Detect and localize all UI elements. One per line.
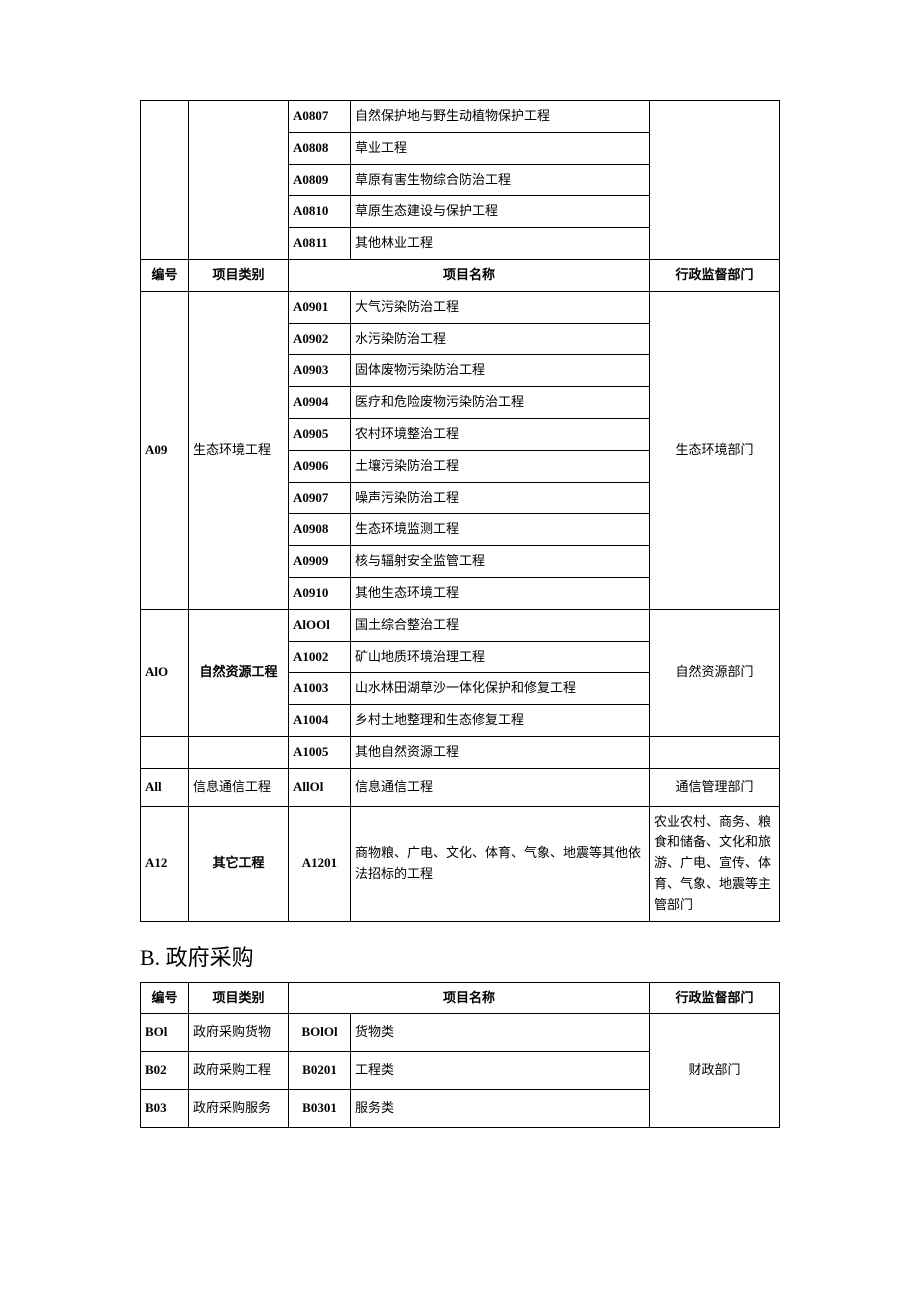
cell-subcode: AlOOl [289,609,351,641]
cell-name: 其他林业工程 [351,228,650,260]
cell-subcode: A0809 [289,164,351,196]
cell-code: B02 [141,1052,189,1090]
cell-empty [141,101,189,260]
cell-name: 矿山地质环境治理工程 [351,641,650,673]
cell-dept: 农业农村、商务、粮食和储备、文化和旅游、广电、宣传、体育、气象、地震等主管部门 [650,806,780,921]
cell-code: BOl [141,1014,189,1052]
cell-empty [141,736,189,768]
col-header-code: 编号 [141,982,189,1014]
table-row: A09 生态环境工程 A0901 大气污染防治工程 生态环境部门 [141,291,780,323]
col-header-name: 项目名称 [289,259,650,291]
cell-subcode: AllOl [289,768,351,806]
table-row: A0807 自然保护地与野生动植物保护工程 [141,101,780,133]
cell-category: 自然资源工程 [189,609,289,736]
cell-name: 信息通信工程 [351,768,650,806]
table-row: A1005 其他自然资源工程 [141,736,780,768]
cell-name: 其他生态环境工程 [351,577,650,609]
cell-subcode: BOlOl [289,1014,351,1052]
cell-name: 农村环境整治工程 [351,418,650,450]
cell-code: A09 [141,291,189,609]
cell-category: 生态环境工程 [189,291,289,609]
cell-subcode: A0902 [289,323,351,355]
cell-subcode: A1201 [289,806,351,921]
table-row: BOl 政府采购货物 BOlOl 货物类 财政部门 [141,1014,780,1052]
cell-name: 乡村土地整理和生态修复工程 [351,705,650,737]
cell-subcode: A0909 [289,546,351,578]
cell-subcode: A0903 [289,355,351,387]
cell-name: 医疗和危险废物污染防治工程 [351,387,650,419]
cell-subcode: A0908 [289,514,351,546]
cell-category: 其它工程 [189,806,289,921]
cell-name: 水污染防治工程 [351,323,650,355]
col-header-name: 项目名称 [289,982,650,1014]
col-header-category: 项目类别 [189,982,289,1014]
cell-name: 货物类 [351,1014,650,1052]
cell-name: 固体废物污染防治工程 [351,355,650,387]
cell-subcode: A1005 [289,736,351,768]
cell-dept: 通信管理部门 [650,768,780,806]
cell-empty [189,101,289,260]
cell-subcode: A0906 [289,450,351,482]
cell-name: 土壤污染防治工程 [351,450,650,482]
cell-subcode: A0905 [289,418,351,450]
cell-dept: 财政部门 [650,1014,780,1127]
table-row: AlO 自然资源工程 AlOOl 国土综合整治工程 自然资源部门 [141,609,780,641]
cell-category: 政府采购货物 [189,1014,289,1052]
cell-code: All [141,768,189,806]
cell-subcode: A1004 [289,705,351,737]
col-header-code: 编号 [141,259,189,291]
cell-dept: 自然资源部门 [650,609,780,736]
cell-subcode: A0901 [289,291,351,323]
cell-name: 噪声污染防治工程 [351,482,650,514]
cell-name: 大气污染防治工程 [351,291,650,323]
table-row: All 信息通信工程 AllOl 信息通信工程 通信管理部门 [141,768,780,806]
cell-subcode: A0811 [289,228,351,260]
cell-name: 其他自然资源工程 [351,736,650,768]
table-a: A0807 自然保护地与野生动植物保护工程 A0808 草业工程 A0809 草… [140,100,780,922]
cell-empty [650,736,780,768]
table-row: A12 其它工程 A1201 商物粮、广电、文化、体育、气象、地震等其他依法招标… [141,806,780,921]
cell-name: 草原有害生物综合防治工程 [351,164,650,196]
cell-subcode: A1003 [289,673,351,705]
cell-subcode: A0904 [289,387,351,419]
cell-subcode: A0910 [289,577,351,609]
cell-subcode: B0201 [289,1052,351,1090]
cell-name: 生态环境监测工程 [351,514,650,546]
cell-category: 政府采购工程 [189,1052,289,1090]
cell-name: 工程类 [351,1052,650,1090]
col-header-dept: 行政监督部门 [650,982,780,1014]
cell-name: 自然保护地与野生动植物保护工程 [351,101,650,133]
cell-name: 服务类 [351,1089,650,1127]
cell-subcode: A0907 [289,482,351,514]
table-header-row: 编号 项目类别 项目名称 行政监督部门 [141,982,780,1014]
cell-name: 商物粮、广电、文化、体育、气象、地震等其他依法招标的工程 [351,806,650,921]
cell-code: A12 [141,806,189,921]
cell-subcode: A0810 [289,196,351,228]
cell-subcode: A0807 [289,101,351,133]
cell-name: 山水林田湖草沙一体化保护和修复工程 [351,673,650,705]
cell-subcode: A0808 [289,132,351,164]
cell-subcode: A1002 [289,641,351,673]
section-title-b: B. 政府采购 [140,940,780,972]
cell-empty [650,101,780,260]
cell-code: B03 [141,1089,189,1127]
cell-name: 国土综合整治工程 [351,609,650,641]
document-page: A0807 自然保护地与野生动植物保护工程 A0808 草业工程 A0809 草… [0,0,920,1188]
cell-dept: 生态环境部门 [650,291,780,609]
cell-empty [189,736,289,768]
cell-name: 草业工程 [351,132,650,164]
col-header-category: 项目类别 [189,259,289,291]
cell-subcode: B0301 [289,1089,351,1127]
cell-category: 政府采购服务 [189,1089,289,1127]
cell-name: 草原生态建设与保护工程 [351,196,650,228]
table-header-row: 编号 项目类别 项目名称 行政监督部门 [141,259,780,291]
table-b: 编号 项目类别 项目名称 行政监督部门 BOl 政府采购货物 BOlOl 货物类… [140,982,780,1128]
cell-category: 信息通信工程 [189,768,289,806]
cell-name: 核与辐射安全监管工程 [351,546,650,578]
cell-code: AlO [141,609,189,736]
col-header-dept: 行政监督部门 [650,259,780,291]
